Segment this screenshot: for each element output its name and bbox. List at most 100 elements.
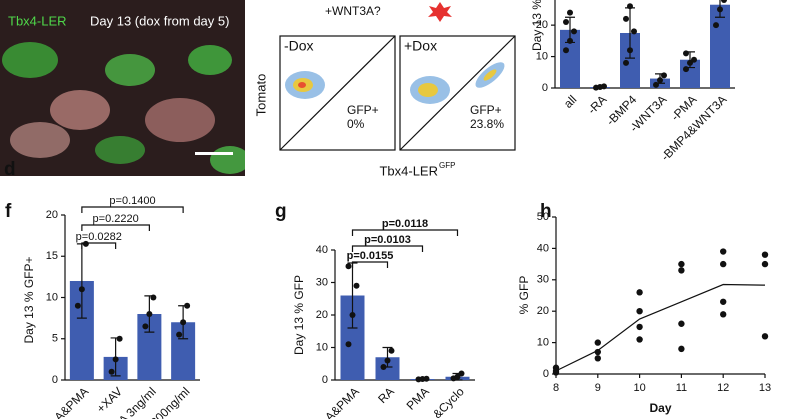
data-point bbox=[683, 50, 689, 57]
x-axis-label-sup: GFP bbox=[439, 161, 455, 170]
data-point bbox=[691, 56, 697, 63]
data-point bbox=[563, 47, 569, 54]
x-tick-label: 12 bbox=[717, 382, 729, 394]
data-point bbox=[567, 9, 573, 16]
x-tick-label: 8 bbox=[553, 382, 559, 394]
x-axis-label: Day bbox=[649, 401, 671, 415]
data-point bbox=[384, 357, 391, 364]
data-point bbox=[571, 28, 577, 35]
data-point bbox=[653, 81, 659, 88]
significance-bracket bbox=[81, 206, 184, 213]
data-point bbox=[636, 336, 643, 343]
y-tick-label: 0 bbox=[542, 82, 548, 94]
data-point bbox=[661, 72, 667, 79]
data-point bbox=[108, 368, 115, 375]
p-value: p=0.2220 bbox=[93, 213, 139, 225]
data-point bbox=[142, 323, 149, 330]
y-tick-label: 10 bbox=[536, 50, 548, 62]
x-tick-label: &Cyclo bbox=[430, 384, 467, 419]
data-point bbox=[388, 347, 395, 354]
data-point bbox=[627, 47, 633, 54]
x-tick-label: -RA bbox=[585, 92, 610, 117]
data-point bbox=[623, 15, 629, 22]
x-tick-label: +XAV bbox=[94, 384, 125, 415]
data-point bbox=[184, 302, 191, 309]
gate-label: GFP+ bbox=[470, 103, 502, 117]
data-point bbox=[74, 302, 81, 309]
p-value: p=0.0282 bbox=[76, 231, 122, 243]
mean-line bbox=[555, 283, 766, 372]
data-point bbox=[721, 0, 727, 3]
micrograph bbox=[0, 0, 245, 176]
data-point bbox=[150, 294, 157, 301]
error-bar bbox=[715, 0, 725, 18]
x-tick-label: A&PMA bbox=[322, 384, 362, 419]
data-point bbox=[349, 312, 356, 318]
panel-label: g bbox=[275, 201, 287, 222]
panel-label: f bbox=[5, 201, 12, 222]
y-tick-label: 50 bbox=[537, 211, 549, 223]
data-point bbox=[454, 373, 461, 380]
data-point bbox=[594, 339, 601, 346]
data-point bbox=[116, 335, 123, 342]
data-point bbox=[720, 298, 727, 305]
gate-label: GFP+ bbox=[347, 103, 379, 117]
data-point bbox=[636, 308, 643, 315]
star-icon bbox=[428, 2, 452, 22]
data-point bbox=[345, 341, 352, 348]
x-tick-label: 9 bbox=[595, 382, 601, 394]
x-axis-label: Tbx4-LER bbox=[379, 163, 438, 178]
data-point bbox=[636, 323, 643, 331]
y-axis-label: Day 13 % GFP bbox=[292, 275, 306, 355]
x-tick-label: 11 bbox=[676, 382, 687, 394]
y-tick-label: 40 bbox=[316, 244, 328, 256]
y-tick-label: 10 bbox=[537, 337, 549, 349]
data-point bbox=[353, 282, 360, 289]
data-point bbox=[594, 348, 601, 356]
panel-label: h bbox=[540, 201, 552, 222]
data-point bbox=[176, 331, 183, 338]
bar bbox=[560, 29, 580, 88]
p-value: p=0.0103 bbox=[364, 234, 411, 246]
p-value: p=0.0118 bbox=[382, 218, 428, 230]
y-axis-label: % GFP bbox=[517, 276, 531, 315]
data-point bbox=[82, 240, 89, 247]
y-tick-label: 10 bbox=[46, 291, 58, 303]
data-point bbox=[683, 66, 689, 73]
data-point bbox=[678, 260, 685, 268]
data-point bbox=[720, 260, 727, 268]
x-tick-label: 13 bbox=[759, 382, 771, 394]
data-point bbox=[423, 375, 430, 382]
data-point bbox=[563, 19, 569, 25]
y-tick-label: 20 bbox=[537, 305, 549, 317]
plot-title: -Dox bbox=[284, 38, 314, 54]
y-tick-label: 20 bbox=[316, 309, 328, 321]
data-point bbox=[713, 22, 719, 29]
image-label: Day 13 (dox from day 5) bbox=[90, 13, 229, 28]
data-point bbox=[627, 3, 633, 10]
y-tick-label: 40 bbox=[537, 242, 549, 254]
data-point bbox=[552, 364, 560, 371]
data-point bbox=[657, 77, 663, 84]
data-point bbox=[78, 286, 85, 293]
data-point bbox=[678, 345, 685, 353]
gate-value: 23.8% bbox=[470, 117, 504, 131]
y-tick-label: 5 bbox=[52, 333, 58, 345]
x-tick-label: 10 bbox=[633, 382, 645, 394]
treatment-label: +WNT3A? bbox=[325, 4, 381, 18]
significance-bracket bbox=[351, 261, 389, 268]
x-tick-label: A&PMA bbox=[52, 384, 92, 419]
p-value: p=0.1400 bbox=[109, 195, 155, 207]
y-tick-label: 30 bbox=[316, 276, 328, 288]
significance-bracket bbox=[351, 245, 424, 252]
y-axis-label: Day 13 % bbox=[530, 0, 544, 51]
y-tick-label: 10 bbox=[316, 341, 328, 353]
gate-value: 0% bbox=[347, 117, 365, 131]
data-point bbox=[761, 251, 769, 258]
plot-title: +Dox bbox=[404, 38, 437, 54]
y-tick-label: 0 bbox=[543, 368, 549, 380]
significance-bracket bbox=[351, 229, 459, 236]
data-point bbox=[678, 267, 685, 274]
data-point bbox=[761, 260, 769, 268]
